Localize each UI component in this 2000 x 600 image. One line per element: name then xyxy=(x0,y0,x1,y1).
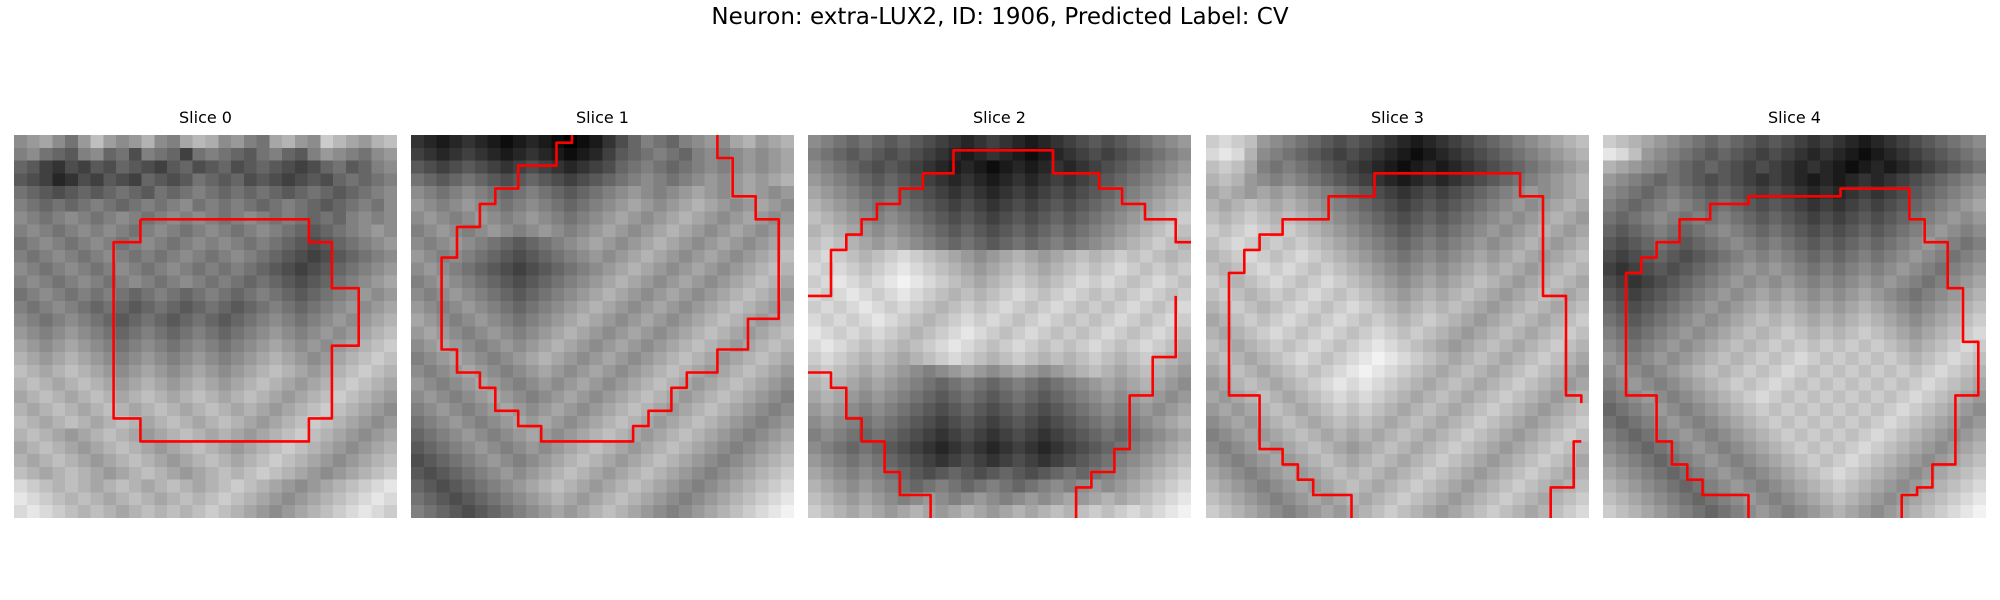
contour-line-3-0 xyxy=(1229,173,1581,518)
contour-line-2-2 xyxy=(808,373,931,519)
contour-line-4-0 xyxy=(1626,189,1978,518)
panel-title-slice-1: Slice 1 xyxy=(411,108,794,127)
panel-title-slice-2: Slice 2 xyxy=(808,108,1191,127)
contour-overlay-4 xyxy=(1603,135,1986,518)
contour-overlay-1 xyxy=(411,135,794,518)
panel-title-slice-0: Slice 0 xyxy=(14,108,397,127)
contour-line-3-1 xyxy=(1551,441,1582,518)
contour-line-2-0 xyxy=(808,150,1191,296)
contour-line-1-0 xyxy=(442,135,779,441)
contour-overlay-3 xyxy=(1206,135,1589,518)
panel-title-slice-4: Slice 4 xyxy=(1603,108,1986,127)
contour-line-0-0 xyxy=(114,219,359,441)
panel-title-slice-3: Slice 3 xyxy=(1206,108,1589,127)
contour-overlay-2 xyxy=(808,135,1191,518)
figure-title: Neuron: extra-LUX2, ID: 1906, Predicted … xyxy=(0,4,2000,30)
contour-line-2-1 xyxy=(1076,296,1176,518)
contour-overlay-0 xyxy=(14,135,397,518)
